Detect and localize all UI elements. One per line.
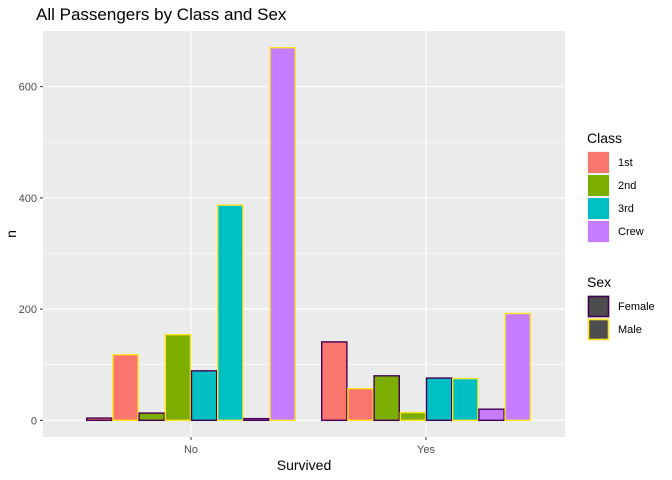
bar-no-3rd-male	[216, 204, 244, 422]
legend-swatch-3rd	[588, 198, 609, 219]
x-axis-title: Survived	[277, 457, 331, 473]
bar-yes-1st-male	[347, 387, 374, 422]
bar-no-crew-male	[269, 46, 297, 422]
bar-yes-2nd-female	[373, 375, 401, 422]
chart-title: All Passengers by Class and Sex	[36, 5, 287, 24]
legend-swatch-2nd	[588, 175, 609, 196]
y-tick-label: 400	[19, 193, 37, 205]
legend-label-3rd: 3rd	[618, 203, 634, 215]
bar-yes-3rd-female	[425, 377, 453, 422]
legend-title-sex: Sex	[587, 274, 611, 290]
bar-no-3rd-female	[190, 370, 218, 422]
legend-swatch-female	[587, 295, 610, 318]
x-tick-label: Yes	[417, 444, 435, 456]
x-tick-label: No	[184, 444, 198, 456]
y-tick-label: 200	[19, 304, 37, 316]
y-tick-label: 600	[19, 82, 37, 94]
legend-label-female: Female	[618, 301, 655, 313]
bar-yes-3rd-male	[452, 377, 479, 422]
y-tick-label: 0	[31, 415, 37, 427]
bar-yes-crew-male	[504, 312, 532, 422]
legend-title-class: Class	[587, 130, 622, 146]
legend-swatch-male	[587, 318, 610, 341]
bar-yes-crew-female	[478, 408, 505, 422]
legend-label-male: Male	[618, 324, 642, 336]
y-axis-title: n	[3, 230, 19, 238]
bar-no-crew-female	[243, 417, 270, 422]
legend-label-2nd: 2nd	[618, 180, 636, 192]
bar-no-1st-female	[85, 417, 113, 422]
y-axis: 0 200 400 600	[19, 82, 43, 427]
bar-no-1st-male	[112, 353, 139, 422]
bar-yes-1st-female	[321, 341, 348, 422]
bars	[85, 46, 532, 422]
x-axis: No Yes	[184, 437, 435, 456]
legend-label-1st: 1st	[618, 157, 633, 169]
legend-swatch-1st	[588, 152, 609, 173]
legend-swatch-crew	[588, 221, 609, 242]
bar-yes-2nd-male	[399, 411, 427, 422]
legend: Class 1st 2nd 3rd Crew Sex Female Male	[587, 130, 655, 341]
bar-no-2nd-female	[138, 412, 166, 422]
bar-no-2nd-male	[164, 333, 192, 422]
legend-label-crew: Crew	[618, 226, 644, 238]
